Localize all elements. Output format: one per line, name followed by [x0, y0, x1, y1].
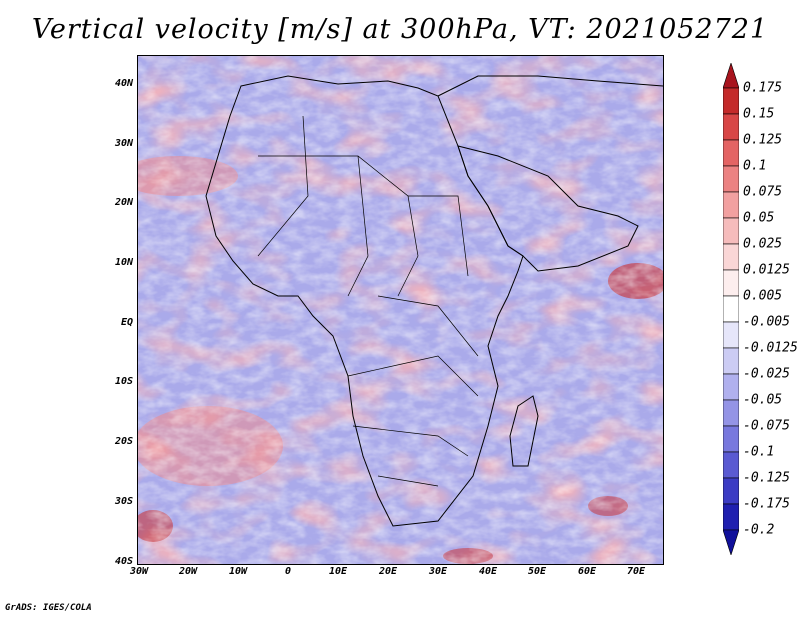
- colorbar-segment: [723, 451, 739, 479]
- colorbar-label: 0.05: [743, 210, 775, 226]
- colorbar-segment: [723, 295, 739, 323]
- colorbar-label: 0.005: [743, 288, 783, 304]
- lat-label: 20N: [114, 197, 133, 208]
- velocity-field-map: [138, 56, 663, 564]
- colorbar-segment: [723, 477, 739, 505]
- lon-label: 50E: [527, 566, 547, 577]
- footer-credit: GrADS: IGES/COLA: [5, 603, 92, 613]
- colorbar-segment: [723, 399, 739, 427]
- lat-label: 40N: [114, 78, 133, 89]
- colorbar-segment: [723, 165, 739, 193]
- colorbar-segment: [723, 373, 739, 401]
- lat-label: 40S: [114, 556, 133, 567]
- lon-label: 30W: [129, 566, 149, 577]
- lat-label: EQ: [120, 317, 133, 328]
- colorbar-segment: [723, 269, 739, 297]
- colorbar-segment: [723, 425, 739, 453]
- colorbar-label: 0.15: [743, 106, 775, 122]
- lat-label: 20S: [114, 436, 133, 447]
- colorbar-segment: [723, 321, 739, 349]
- lon-label: 20W: [178, 566, 198, 577]
- colorbar-label: -0.125: [743, 470, 790, 486]
- lat-label: 30N: [114, 138, 133, 149]
- coastlines: [205, 75, 663, 527]
- chart-title: Vertical velocity [m/s] at 300hPa, VT: 2…: [31, 14, 769, 45]
- colorbar-label: 0.175: [743, 80, 783, 96]
- colorbar-label: -0.1: [743, 444, 775, 460]
- colorbar-segment: [723, 87, 739, 115]
- colorbar-segment: [723, 191, 739, 219]
- lon-label: 30E: [428, 566, 448, 577]
- colorbar-segment: [723, 139, 739, 167]
- colorbar-tip-bottom: [723, 529, 739, 555]
- colorbar-segment: [723, 243, 739, 271]
- colorbar-label: -0.175: [743, 496, 790, 512]
- colorbar-label: -0.075: [743, 418, 790, 434]
- lon-label: 10E: [328, 566, 348, 577]
- colorbar-label: 0.075: [743, 184, 783, 200]
- colorbar-segment: [723, 217, 739, 245]
- colorbar: [723, 63, 739, 555]
- country-borders: [257, 115, 479, 487]
- colorbar-segment: [723, 347, 739, 375]
- lon-label: 20E: [378, 566, 398, 577]
- lon-label: 0: [284, 566, 292, 577]
- lat-label: 30S: [114, 496, 133, 507]
- colorbar-segment: [723, 503, 739, 531]
- colorbar-label: -0.05: [743, 392, 783, 408]
- lon-label: 40E: [478, 566, 498, 577]
- lon-label: 10W: [228, 566, 248, 577]
- colorbar-label: 0.025: [743, 236, 783, 252]
- map-panel: [137, 55, 664, 565]
- lat-label: 10N: [114, 257, 133, 268]
- colorbar-segment: [723, 113, 739, 141]
- colorbar-label: 0.0125: [743, 262, 790, 278]
- colorbar-label: -0.025: [743, 366, 790, 382]
- colorbar-label: 0.1: [743, 158, 767, 174]
- colorbar-label: -0.005: [743, 314, 790, 330]
- lon-label: 60E: [577, 566, 597, 577]
- colorbar-label: -0.2: [743, 522, 775, 538]
- colorbar-label: 0.125: [743, 132, 783, 148]
- lat-label: 10S: [114, 376, 133, 387]
- colorbar-tip-top: [723, 63, 739, 89]
- colorbar-label: -0.0125: [743, 340, 798, 356]
- lon-label: 70E: [626, 566, 646, 577]
- streak-texture: [138, 56, 663, 564]
